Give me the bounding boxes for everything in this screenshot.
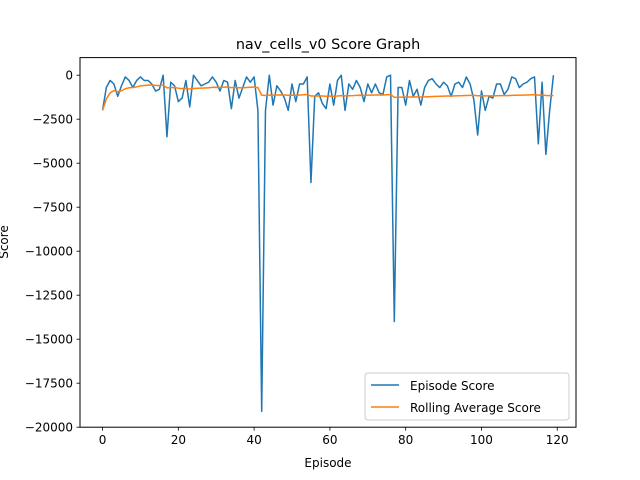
x-tick-label: 60: [322, 433, 337, 447]
series-layer: [101, 74, 555, 413]
y-tick-label: −12500: [25, 289, 73, 303]
x-tick-label: 40: [246, 433, 261, 447]
chart-title: nav_cells_v0 Score Graph: [236, 37, 420, 53]
y-tick-label: −5000: [32, 157, 73, 171]
x-axis-label: Episode: [304, 456, 351, 470]
legend-box: [364, 372, 570, 421]
y-tick-label: −17500: [25, 377, 73, 391]
series-line-rolling-average-score: [101, 84, 554, 111]
legend-label-episode-score: Episode Score: [410, 379, 495, 393]
axes-frame: [79, 57, 577, 428]
x-axis-ticks: 0 20 40 60 80 100 120: [99, 427, 569, 447]
y-tick-label: −10000: [25, 245, 73, 259]
x-tick-label: 80: [398, 433, 413, 447]
y-axis-ticks: 0 −2500 −5000 −7500 −10000 −12500 −15000 −17500…: [25, 69, 80, 435]
y-tick-label: −2500: [32, 113, 73, 127]
legend-label-rolling-average: Rolling Average Score: [410, 401, 541, 415]
y-tick-label: 0: [65, 69, 73, 83]
x-tick-label: 120: [546, 433, 569, 447]
y-tick-label: −7500: [32, 201, 73, 215]
x-tick-label: 100: [470, 433, 493, 447]
x-tick-label: 0: [99, 433, 107, 447]
y-tick-label: −20000: [25, 421, 73, 435]
y-axis-label: Score: [0, 225, 11, 259]
x-tick-label: 20: [171, 433, 186, 447]
y-tick-label: −15000: [25, 333, 73, 347]
legend: Episode Score Rolling Average Score: [364, 372, 570, 421]
